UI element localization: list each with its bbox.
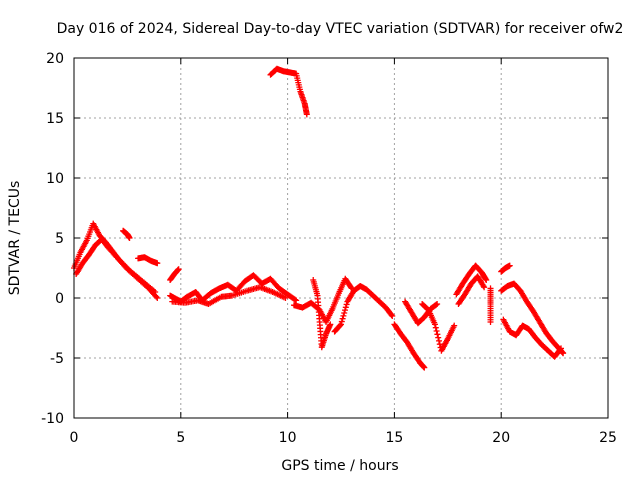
y-axis-label: SDTVAR / TECUs: [7, 181, 23, 296]
data-point: [126, 235, 133, 241]
data-point: [154, 260, 161, 267]
data-point: [435, 337, 442, 344]
data-point: [433, 328, 440, 334]
data-point: [338, 321, 344, 328]
data-point: [154, 295, 161, 301]
data-point: [557, 346, 564, 353]
series-arc-c: [135, 254, 161, 267]
axis-ticks: 0 5 10 15 20 25 -10 -5 0 5 10 15 20: [41, 51, 617, 446]
y-tick-label: 0: [55, 291, 64, 307]
series-arc-n: [487, 285, 494, 325]
y-tick-label: -10: [41, 411, 64, 427]
x-tick-label: 25: [599, 430, 617, 446]
y-tick-label: -5: [50, 351, 64, 367]
series-arc-g: [291, 275, 355, 325]
y-tick-label: 10: [46, 171, 64, 187]
data-point: [341, 310, 348, 316]
data-point: [152, 289, 159, 295]
data-point: [481, 284, 488, 291]
series-arc-h: [310, 277, 334, 351]
data-point: [293, 297, 300, 304]
series-arc-m: [453, 262, 490, 298]
series-arc-a-lower: [73, 236, 159, 295]
data-point: [339, 315, 346, 322]
y-tick-label: 5: [55, 231, 64, 247]
data-point: [432, 324, 439, 331]
data-point: [506, 262, 513, 269]
series-arc-o: [498, 262, 513, 275]
series-arc-f: [267, 65, 310, 118]
y-tick-label: 20: [46, 51, 64, 67]
series-arc-p-lower: [500, 316, 565, 360]
x-tick-label: 15: [385, 430, 403, 446]
series-arc-j: [391, 321, 428, 371]
x-axis-label: GPS time / hours: [281, 458, 398, 474]
y-tick-label: 15: [46, 111, 64, 127]
data-point: [434, 331, 441, 338]
data-point: [338, 318, 345, 325]
data-point: [388, 311, 395, 318]
data-point: [389, 313, 396, 319]
x-tick-label: 5: [176, 430, 185, 446]
data-point: [347, 284, 354, 291]
data-point: [483, 277, 490, 283]
x-tick-label: 10: [279, 430, 297, 446]
series-arc-l: [419, 301, 458, 354]
data-point: [451, 322, 458, 329]
data-point: [112, 253, 119, 259]
data-points: [71, 65, 567, 371]
series-arc-e: [167, 266, 182, 283]
data-point: [337, 322, 344, 329]
data-point: [303, 111, 310, 118]
data-point: [434, 301, 441, 307]
data-point: [431, 321, 438, 328]
data-point: [340, 312, 347, 319]
grid-lines: [74, 58, 608, 418]
series-arc-d-lower: [169, 284, 289, 307]
series-arc-b: [120, 227, 133, 241]
series-arc-k: [402, 298, 441, 327]
series-arc-m-lower: [455, 273, 488, 307]
data-point: [153, 293, 160, 300]
chart-title: Day 016 of 2024, Sidereal Day-to-day VTE…: [57, 21, 624, 37]
data-point: [342, 307, 349, 314]
data-point: [282, 295, 289, 301]
x-tick-label: 20: [492, 430, 510, 446]
data-point: [421, 364, 428, 371]
data-point: [487, 319, 494, 325]
x-tick-label: 0: [70, 430, 79, 446]
data-point: [435, 334, 442, 341]
data-point: [560, 350, 567, 357]
series-arc-i: [331, 283, 396, 335]
data-point: [327, 321, 334, 328]
data-point: [342, 304, 349, 311]
data-point: [558, 345, 565, 352]
data-point: [292, 296, 299, 303]
data-point: [343, 301, 350, 308]
data-point: [175, 266, 182, 273]
